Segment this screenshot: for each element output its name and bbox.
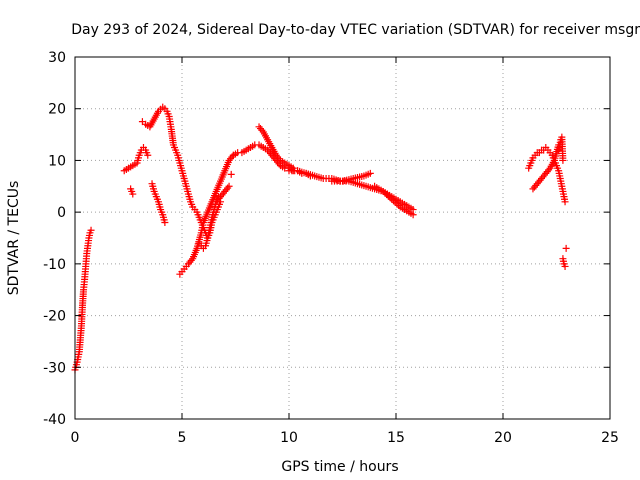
series-arc-14 bbox=[371, 182, 417, 219]
data-point bbox=[87, 226, 95, 234]
y-tick-label: 0 bbox=[57, 205, 66, 221]
data-point-dense bbox=[545, 166, 553, 174]
y-tick-label: 30 bbox=[48, 50, 66, 66]
data-point bbox=[225, 182, 233, 190]
data-point-dense bbox=[386, 194, 394, 202]
series-arc-9 bbox=[227, 170, 235, 178]
x-tick-label: 15 bbox=[387, 430, 405, 446]
y-tick-label: -20 bbox=[43, 309, 66, 325]
data-point-dense bbox=[384, 192, 392, 200]
x-tick-label: 0 bbox=[71, 430, 80, 446]
data-point-dense bbox=[275, 155, 283, 163]
chart-title: Day 293 of 2024, Sidereal Day-to-day VTE… bbox=[71, 22, 640, 38]
data-point-dense bbox=[393, 200, 401, 208]
data-point-dense bbox=[228, 153, 236, 161]
series-arc-6 bbox=[176, 151, 237, 278]
data-point bbox=[561, 262, 569, 270]
series-arc-18 bbox=[559, 255, 569, 270]
data-point-dense bbox=[381, 189, 389, 197]
x-tick-label: 20 bbox=[494, 430, 512, 446]
y-tick-label: -10 bbox=[43, 257, 66, 273]
series-arc-5 bbox=[148, 180, 169, 226]
data-point bbox=[409, 211, 417, 219]
data-point-dense bbox=[187, 256, 195, 264]
series-arc-17 bbox=[555, 133, 567, 164]
y-tick-label: 20 bbox=[48, 102, 66, 118]
y-tick-label: 10 bbox=[48, 153, 66, 169]
data-points bbox=[71, 103, 570, 374]
series-arc-19 bbox=[562, 244, 570, 252]
x-axis-label: GPS time / hours bbox=[281, 459, 398, 475]
y-tick-label: -40 bbox=[43, 412, 66, 428]
x-tick-label: 5 bbox=[178, 430, 187, 446]
data-point bbox=[379, 187, 387, 195]
data-point-dense bbox=[395, 201, 403, 209]
data-point-dense bbox=[258, 126, 266, 134]
data-point bbox=[161, 218, 169, 226]
data-point bbox=[129, 190, 137, 198]
series-arc-1 bbox=[71, 226, 95, 374]
data-point-dense bbox=[383, 191, 391, 199]
data-point-dense bbox=[224, 184, 232, 192]
data-point bbox=[562, 244, 570, 252]
data-point-dense bbox=[389, 197, 397, 205]
data-point bbox=[559, 156, 567, 164]
y-axis-label: SDTVAR / TECUs bbox=[6, 181, 22, 296]
grid-lines bbox=[75, 57, 610, 419]
data-point bbox=[366, 169, 374, 177]
plot-frame bbox=[74, 56, 611, 420]
data-point bbox=[144, 151, 152, 159]
x-tick-label: 10 bbox=[280, 430, 298, 446]
series-arc-7 bbox=[195, 193, 222, 252]
series-arc-2 bbox=[120, 144, 152, 175]
series-arc-3 bbox=[127, 185, 137, 198]
series-arc-13 bbox=[328, 169, 374, 185]
y-tick-label: -30 bbox=[43, 360, 66, 376]
axis-ticks: 0 5 10 15 20 25 -40 -30 -20 -10 0 10 20 30 bbox=[43, 50, 619, 446]
data-point-dense bbox=[391, 198, 399, 206]
data-point bbox=[561, 198, 569, 206]
data-point bbox=[388, 195, 396, 203]
data-point bbox=[227, 170, 235, 178]
x-tick-label: 25 bbox=[601, 430, 619, 446]
series-arc-8 bbox=[212, 182, 233, 206]
series-arc-11 bbox=[255, 123, 297, 172]
